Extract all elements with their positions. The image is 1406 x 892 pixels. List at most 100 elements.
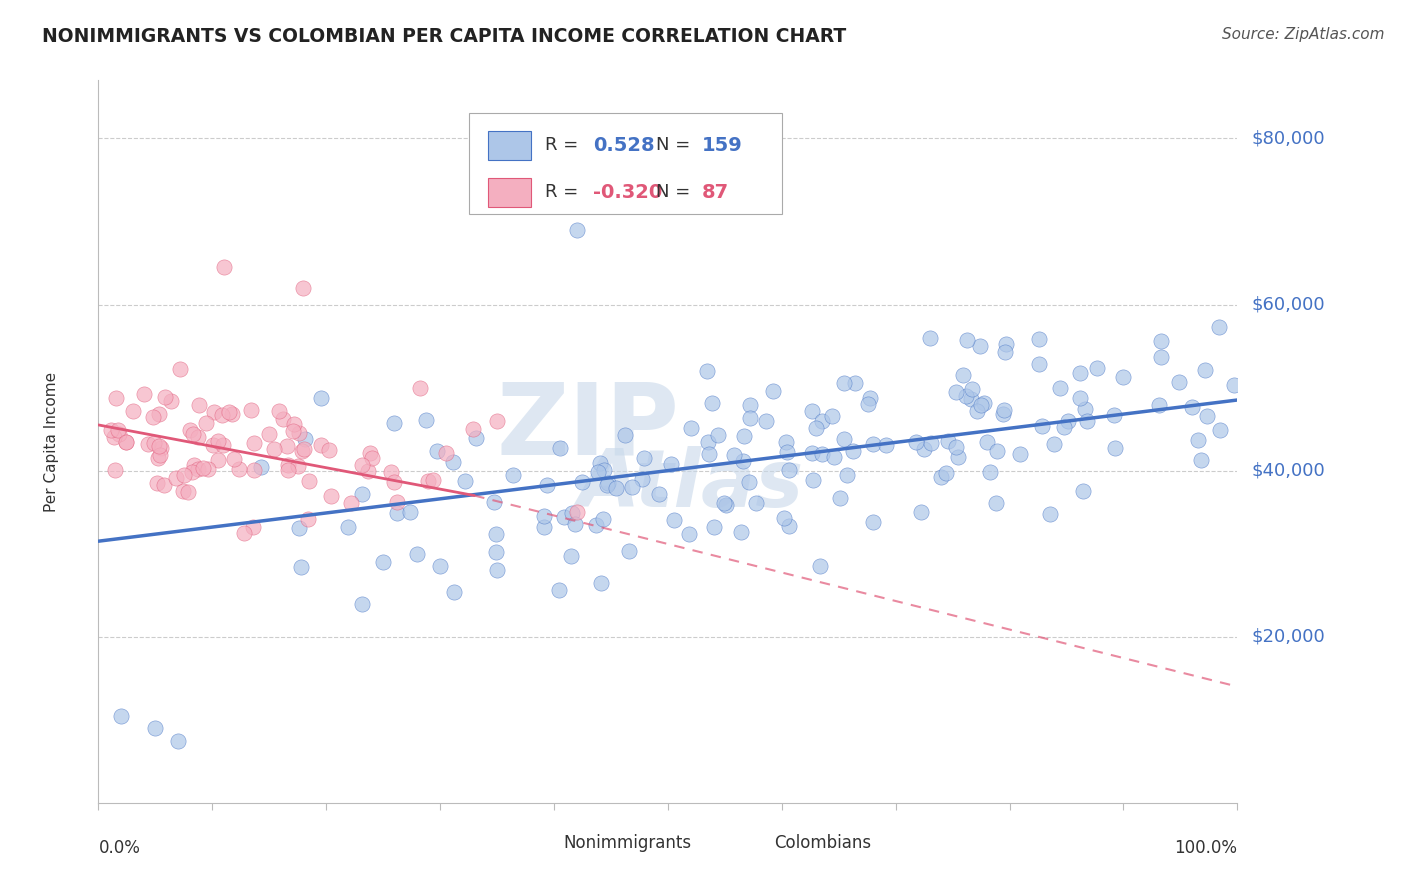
Point bbox=[875, 438, 897, 452]
Point bbox=[723, 448, 745, 462]
Point bbox=[973, 396, 995, 410]
Point bbox=[221, 407, 243, 421]
Point bbox=[486, 563, 509, 577]
Point bbox=[207, 434, 229, 448]
Point bbox=[277, 463, 299, 477]
Point bbox=[382, 416, 405, 430]
Point bbox=[1194, 363, 1216, 377]
Point bbox=[382, 475, 405, 489]
Point bbox=[935, 467, 957, 481]
Point bbox=[733, 429, 755, 443]
Point bbox=[605, 481, 627, 495]
Point bbox=[696, 364, 718, 378]
Point bbox=[700, 396, 723, 410]
Point bbox=[385, 506, 408, 520]
Point bbox=[281, 425, 304, 439]
Point bbox=[679, 420, 702, 434]
Text: Per Capita Income: Per Capita Income bbox=[44, 371, 59, 512]
Point bbox=[173, 468, 195, 483]
Point bbox=[485, 545, 508, 559]
FancyBboxPatch shape bbox=[468, 112, 782, 214]
Point bbox=[461, 422, 484, 436]
Point bbox=[617, 544, 640, 558]
Point bbox=[1069, 366, 1091, 380]
Point bbox=[533, 520, 555, 534]
Point bbox=[832, 433, 855, 447]
Point bbox=[485, 527, 508, 541]
Point bbox=[352, 458, 374, 472]
Point bbox=[1049, 381, 1071, 395]
Point bbox=[352, 487, 374, 501]
Point bbox=[371, 555, 394, 569]
Point bbox=[595, 478, 617, 492]
Point bbox=[1069, 391, 1091, 405]
Point bbox=[1074, 402, 1097, 417]
Point bbox=[565, 223, 588, 237]
Point bbox=[589, 456, 612, 470]
Point bbox=[197, 461, 219, 475]
Point bbox=[993, 403, 1015, 417]
Point bbox=[104, 463, 127, 477]
Point bbox=[181, 426, 204, 441]
Point bbox=[434, 446, 457, 460]
Point bbox=[856, 397, 879, 411]
Text: N =: N = bbox=[657, 183, 696, 202]
Point bbox=[811, 447, 834, 461]
Point bbox=[986, 496, 1008, 510]
Text: Colombians: Colombians bbox=[773, 833, 870, 852]
Text: 100.0%: 100.0% bbox=[1174, 838, 1237, 857]
Point bbox=[1197, 409, 1219, 423]
Point bbox=[1168, 376, 1191, 390]
Point bbox=[290, 559, 312, 574]
Point bbox=[1150, 350, 1173, 364]
Point bbox=[659, 457, 682, 471]
Point bbox=[733, 453, 755, 467]
Point bbox=[292, 442, 315, 456]
Point bbox=[910, 505, 932, 519]
Point bbox=[1150, 334, 1173, 348]
Text: NONIMMIGRANTS VS COLOMBIAN PER CAPITA INCOME CORRELATION CHART: NONIMMIGRANTS VS COLOMBIAN PER CAPITA IN… bbox=[42, 27, 846, 45]
Bar bbox=[742, 830, 766, 855]
Point bbox=[114, 434, 136, 449]
Point bbox=[207, 452, 229, 467]
Point bbox=[1102, 409, 1125, 423]
Point bbox=[142, 436, 165, 450]
Point bbox=[422, 473, 444, 487]
Point bbox=[1104, 442, 1126, 456]
Point bbox=[429, 559, 451, 574]
Point bbox=[1071, 484, 1094, 499]
Point bbox=[571, 475, 593, 489]
Point bbox=[243, 463, 266, 477]
Point bbox=[361, 451, 384, 466]
Point bbox=[1028, 332, 1050, 346]
Point bbox=[288, 521, 311, 535]
Point bbox=[180, 465, 202, 479]
Point bbox=[830, 491, 852, 505]
Point bbox=[1147, 398, 1170, 412]
Point bbox=[801, 446, 824, 460]
Point bbox=[778, 463, 800, 477]
Point bbox=[352, 597, 374, 611]
Point bbox=[1189, 453, 1212, 467]
Point bbox=[263, 442, 285, 456]
Point bbox=[110, 708, 132, 723]
Point bbox=[648, 487, 671, 501]
Point bbox=[592, 512, 614, 526]
Point bbox=[548, 583, 571, 598]
Point bbox=[1031, 419, 1053, 434]
Point bbox=[561, 507, 583, 521]
Point bbox=[1187, 433, 1209, 447]
Point bbox=[821, 409, 844, 424]
Point bbox=[243, 436, 266, 450]
Point bbox=[287, 426, 309, 441]
Point bbox=[835, 467, 858, 482]
Point bbox=[1043, 437, 1066, 451]
Point bbox=[277, 458, 299, 472]
Point bbox=[482, 495, 505, 509]
Point bbox=[842, 444, 865, 458]
Point bbox=[912, 442, 935, 456]
Point bbox=[107, 423, 129, 437]
Bar bbox=[488, 131, 531, 160]
Point bbox=[222, 452, 245, 467]
Point bbox=[773, 510, 796, 524]
